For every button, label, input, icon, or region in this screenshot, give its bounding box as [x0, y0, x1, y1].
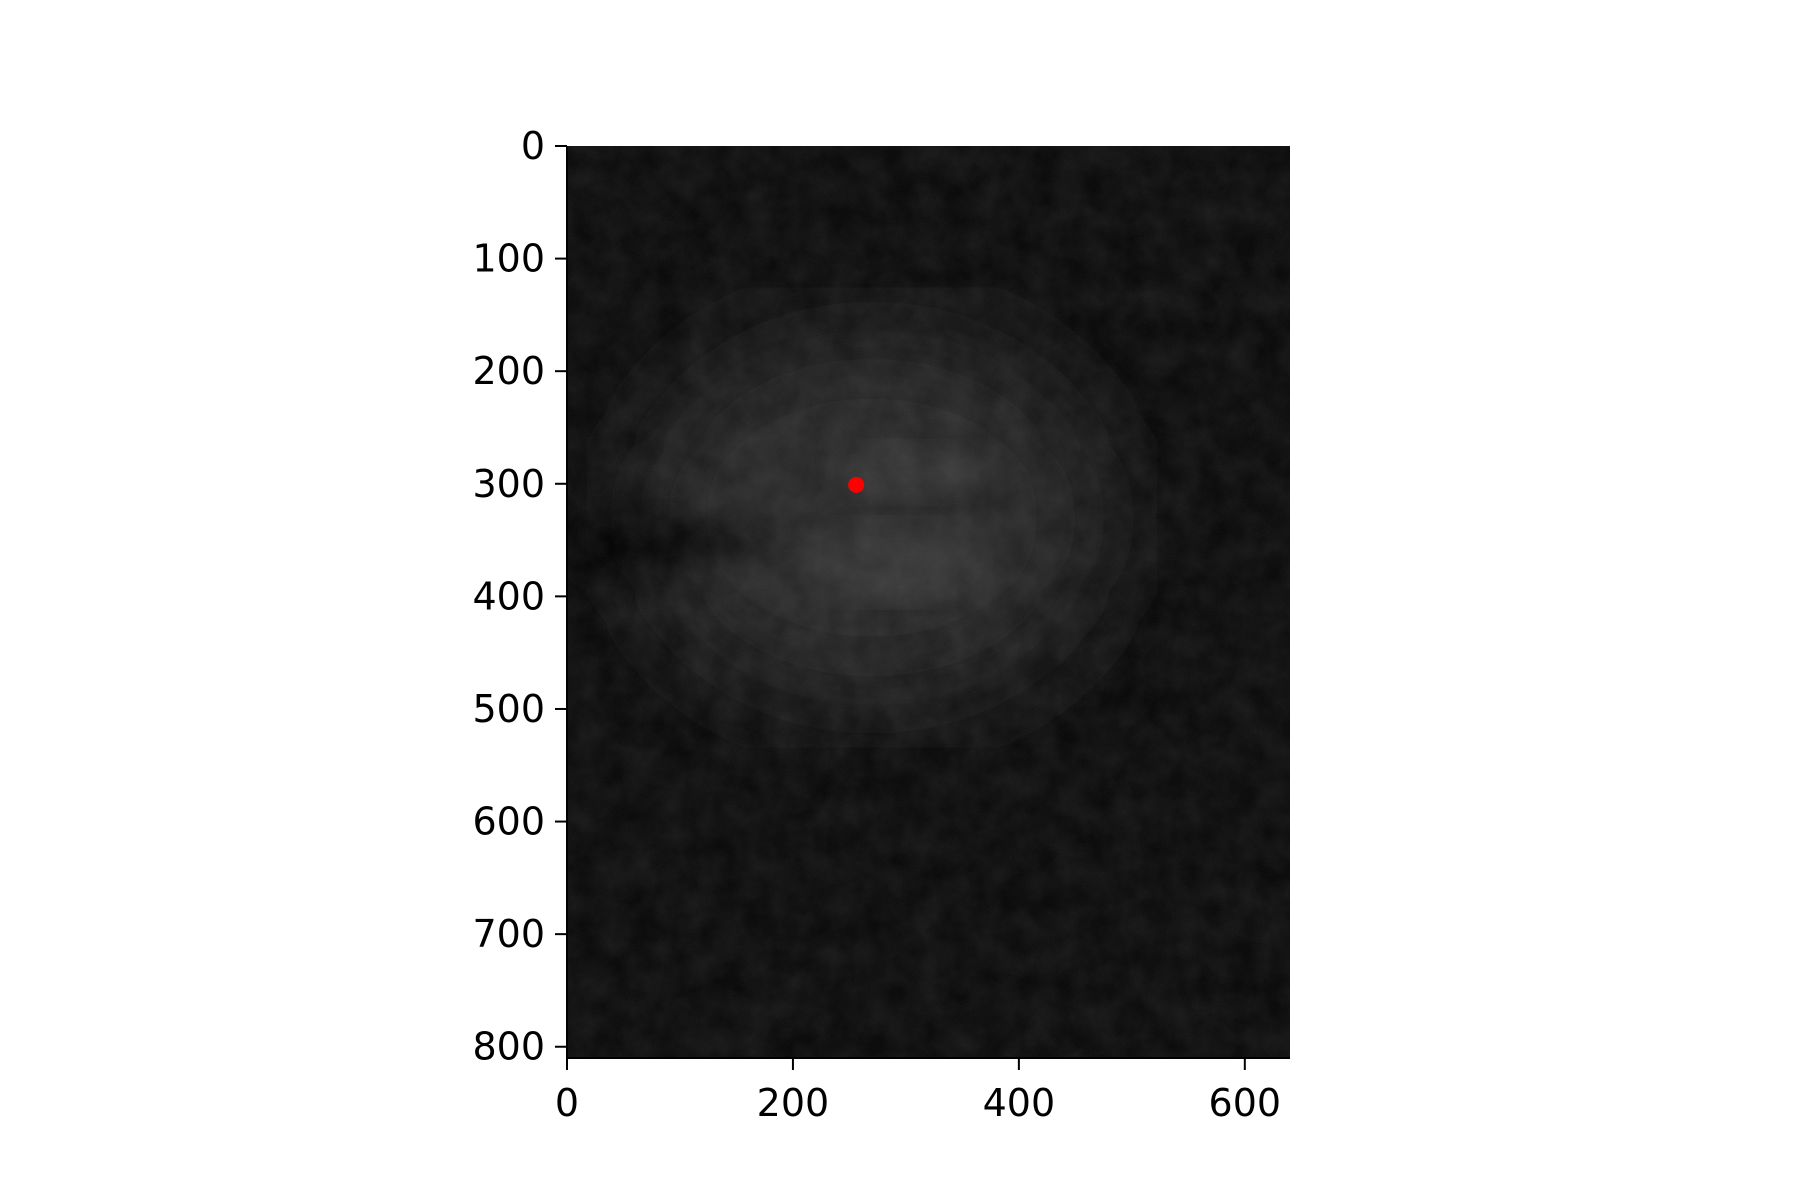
x-tick-label: 200	[757, 1081, 830, 1125]
y-tick-label: 700	[472, 912, 545, 956]
y-tick-label: 100	[472, 237, 545, 281]
y-tick-label: 500	[472, 687, 545, 731]
image-area	[567, 146, 1290, 1058]
scatter-point	[848, 476, 865, 493]
x-tick-label: 600	[1209, 1081, 1282, 1125]
y-tick-label: 600	[472, 800, 545, 844]
y-tick-label: 800	[472, 1025, 545, 1069]
x-tick-label: 400	[983, 1081, 1056, 1125]
scatter-layer	[848, 476, 865, 493]
image-grain	[567, 146, 1290, 1058]
y-tick-label: 200	[472, 349, 545, 393]
axes: 0 200 400 600 0 100 200 300 400 500 600 700 800	[472, 124, 1290, 1125]
y-tick-label: 0	[521, 124, 545, 168]
x-tick-label: 0	[555, 1081, 579, 1125]
y-tick-label: 300	[472, 462, 545, 506]
y-tick-label: 400	[472, 574, 545, 618]
